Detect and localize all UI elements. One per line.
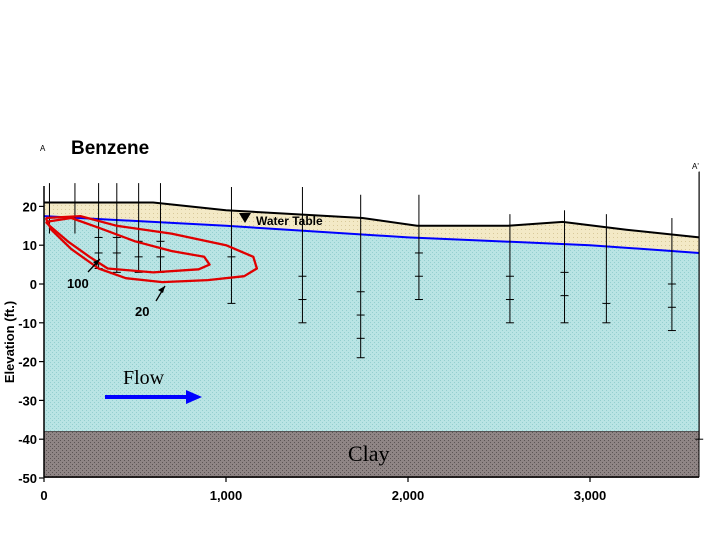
x-tick-label: 1,000 bbox=[210, 488, 243, 503]
water-table-line bbox=[43, 215, 700, 254]
contour-100-arrowhead-icon bbox=[93, 259, 100, 266]
y-tick-label: -20 bbox=[18, 355, 37, 370]
y-tick-label: 20 bbox=[23, 199, 37, 214]
x-tick-label: 0 bbox=[40, 488, 47, 503]
chart-title: Benzene bbox=[71, 138, 149, 159]
contour-label-20: 20 bbox=[135, 304, 149, 319]
aquifer-zone bbox=[44, 216, 700, 432]
contour-20 bbox=[44, 214, 259, 284]
concentration-contours bbox=[44, 214, 259, 284]
y-tick-label: -40 bbox=[18, 432, 37, 447]
x-axis-ticks: 0 1,000 2,000 3,000 bbox=[40, 477, 606, 503]
monitoring-well bbox=[667, 218, 676, 332]
y-tick-label: 0 bbox=[30, 277, 37, 292]
section-end-label: A' bbox=[692, 162, 699, 171]
monitoring-well bbox=[356, 194, 365, 359]
y-tick-label: 10 bbox=[23, 238, 37, 253]
contour-20-arrowhead-icon bbox=[158, 286, 165, 293]
y-axis-ticks: 20 10 0 -10 -20 -30 -40 -50 bbox=[18, 199, 44, 486]
flow-arrow-head-icon bbox=[186, 390, 202, 404]
monitoring-well bbox=[414, 194, 423, 301]
monitoring-well bbox=[560, 210, 569, 324]
monitoring-well bbox=[298, 187, 307, 324]
monitoring-well bbox=[505, 214, 514, 324]
contour-100 bbox=[44, 216, 211, 274]
x-tick-label: 2,000 bbox=[392, 488, 425, 503]
contour-label-100: 100 bbox=[67, 276, 89, 291]
monitoring-well bbox=[227, 187, 236, 304]
flow-label: Flow bbox=[123, 367, 165, 389]
monitoring-well bbox=[602, 214, 611, 324]
y-tick-label: -10 bbox=[18, 316, 37, 331]
y-tick-label: -50 bbox=[18, 471, 37, 486]
x-tick-label: 3,000 bbox=[574, 488, 607, 503]
y-tick-label: -30 bbox=[18, 393, 37, 408]
ground-surface-line bbox=[44, 201, 700, 239]
monitoring-well bbox=[112, 183, 121, 273]
y-axis-title: Elevation (ft.) bbox=[2, 301, 17, 383]
unsaturated-zone bbox=[44, 202, 700, 253]
clay-label: Clay bbox=[348, 441, 390, 466]
water-table-label: Water Table bbox=[256, 214, 323, 228]
clay-layer bbox=[44, 431, 700, 478]
section-start-label: A bbox=[40, 144, 46, 153]
water-table-marker-icon bbox=[239, 213, 251, 223]
